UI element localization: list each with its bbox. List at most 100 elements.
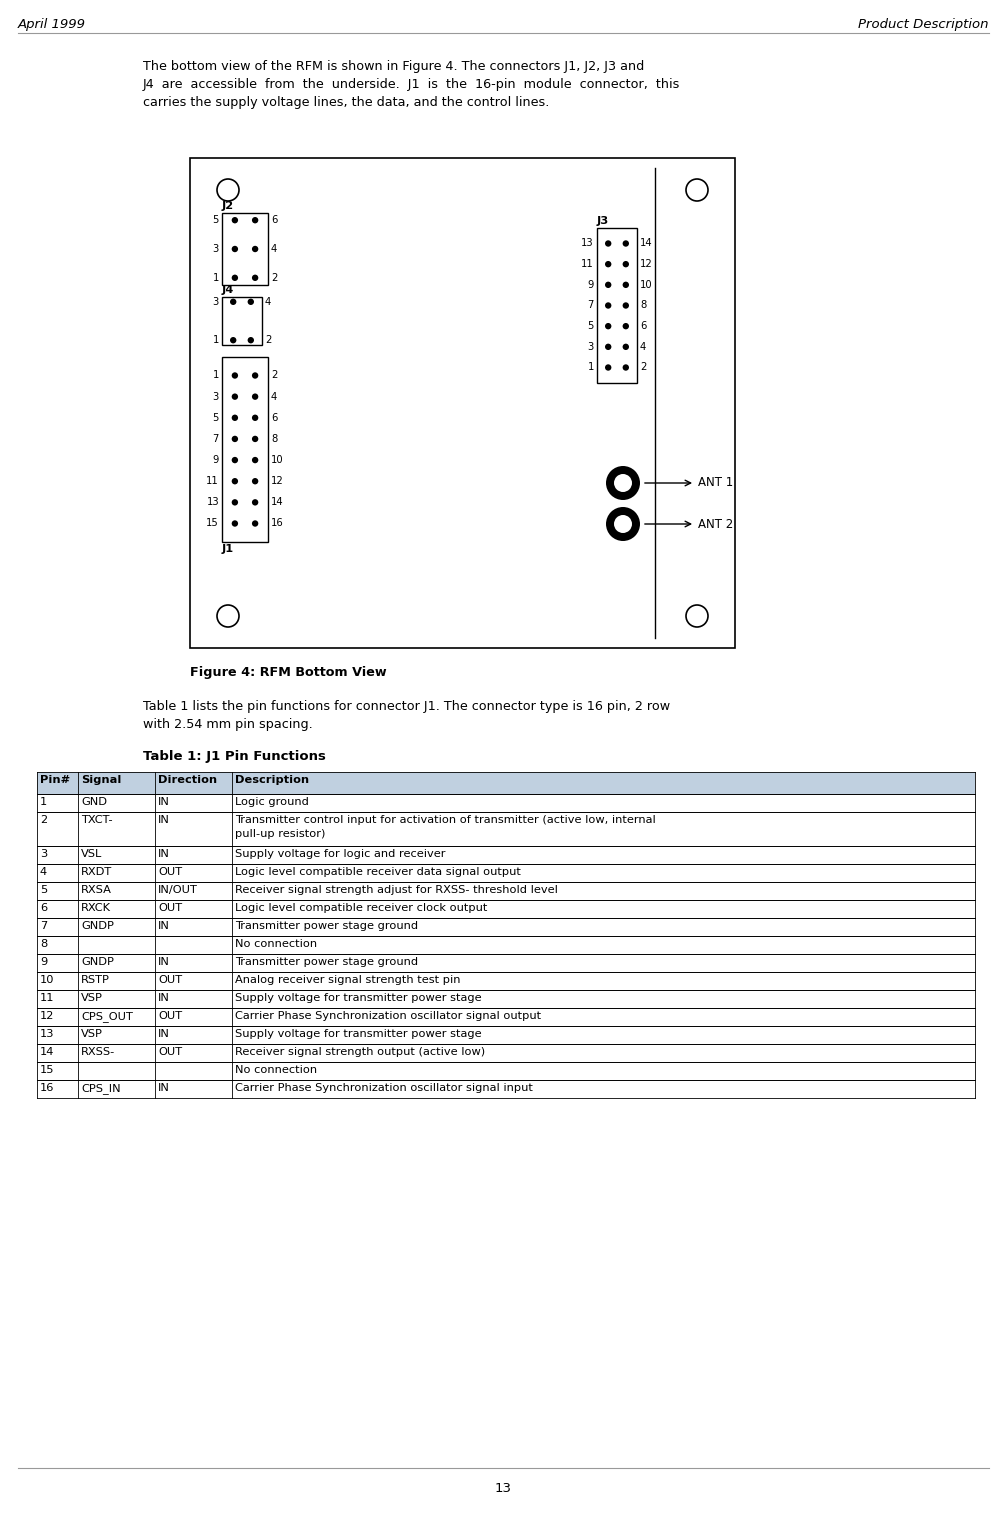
Text: IN: IN <box>158 921 170 932</box>
Text: 10: 10 <box>640 280 653 289</box>
Text: 4: 4 <box>40 867 47 877</box>
Text: Logic level compatible receiver data signal output: Logic level compatible receiver data sig… <box>235 867 521 877</box>
Bar <box>37 794 975 812</box>
Text: Supply voltage for transmitter power stage: Supply voltage for transmitter power sta… <box>235 992 481 1003</box>
Text: 2: 2 <box>265 335 271 345</box>
Text: 7: 7 <box>40 921 47 932</box>
Circle shape <box>252 436 259 442</box>
Circle shape <box>686 179 708 201</box>
Text: 6: 6 <box>640 321 646 332</box>
Circle shape <box>217 604 239 627</box>
Bar <box>37 973 975 989</box>
Text: 7: 7 <box>588 300 594 311</box>
Circle shape <box>252 394 259 400</box>
Text: IN: IN <box>158 1029 170 1039</box>
Text: J1: J1 <box>222 544 234 554</box>
Text: 13: 13 <box>581 238 594 248</box>
Text: OUT: OUT <box>158 1011 182 1021</box>
Circle shape <box>252 415 259 421</box>
Text: 2: 2 <box>271 273 277 283</box>
Bar <box>37 1026 975 1044</box>
Text: 6: 6 <box>271 215 277 226</box>
Text: 3: 3 <box>212 244 219 255</box>
Text: VSP: VSP <box>82 1029 103 1039</box>
Text: 12: 12 <box>40 1011 54 1021</box>
Circle shape <box>252 245 259 251</box>
Text: OUT: OUT <box>158 903 182 914</box>
Bar <box>37 900 975 918</box>
Text: IN: IN <box>158 1083 170 1092</box>
Text: Transmitter control input for activation of transmitter (active low, internal: Transmitter control input for activation… <box>235 815 656 826</box>
Bar <box>37 845 975 864</box>
Circle shape <box>605 261 611 267</box>
Circle shape <box>252 520 259 527</box>
Circle shape <box>232 274 238 280</box>
Text: 5: 5 <box>588 321 594 332</box>
Text: 14: 14 <box>640 238 653 248</box>
Circle shape <box>622 282 629 288</box>
Circle shape <box>252 498 259 506</box>
Text: CPS_IN: CPS_IN <box>82 1083 121 1094</box>
Text: 13: 13 <box>494 1482 512 1495</box>
Circle shape <box>605 303 611 309</box>
Text: Pin#: Pin# <box>40 776 70 785</box>
Circle shape <box>614 474 632 492</box>
Circle shape <box>622 364 629 371</box>
Text: Figure 4: RFM Bottom View: Figure 4: RFM Bottom View <box>190 667 387 679</box>
Text: 9: 9 <box>40 957 47 967</box>
Text: 1: 1 <box>212 273 219 283</box>
Text: 16: 16 <box>271 518 284 529</box>
Text: 10: 10 <box>271 454 284 465</box>
Circle shape <box>232 217 238 223</box>
Text: VSL: VSL <box>82 848 103 859</box>
Text: Supply voltage for logic and receiver: Supply voltage for logic and receiver <box>235 848 446 859</box>
Text: CPS_OUT: CPS_OUT <box>82 1011 133 1023</box>
Bar <box>37 864 975 882</box>
Text: 1: 1 <box>212 335 219 345</box>
Text: Description: Description <box>235 776 309 785</box>
Text: 3: 3 <box>212 297 219 308</box>
Bar <box>37 936 975 954</box>
Circle shape <box>622 261 629 267</box>
Text: 4: 4 <box>265 297 271 308</box>
Text: 11: 11 <box>581 259 594 270</box>
Circle shape <box>622 303 629 309</box>
Text: OUT: OUT <box>158 976 182 985</box>
Text: Product Description: Product Description <box>859 18 989 30</box>
Circle shape <box>605 241 611 247</box>
Text: Receiver signal strength adjust for RXSS- threshold level: Receiver signal strength adjust for RXSS… <box>235 885 558 895</box>
Circle shape <box>252 217 259 223</box>
Circle shape <box>605 323 611 329</box>
Text: Carrier Phase Synchronization oscillator signal input: Carrier Phase Synchronization oscillator… <box>235 1083 533 1092</box>
Text: Analog receiver signal strength test pin: Analog receiver signal strength test pin <box>235 976 460 985</box>
Text: Transmitter power stage ground: Transmitter power stage ground <box>235 921 418 932</box>
Text: Signal: Signal <box>82 776 122 785</box>
Text: 5: 5 <box>212 412 219 423</box>
Circle shape <box>232 479 238 485</box>
Text: pull-up resistor): pull-up resistor) <box>235 829 325 839</box>
Text: ANT 1: ANT 1 <box>698 477 733 489</box>
Text: No connection: No connection <box>235 1065 317 1076</box>
Text: 13: 13 <box>40 1029 54 1039</box>
Circle shape <box>230 298 237 305</box>
Circle shape <box>606 467 640 500</box>
Text: Supply voltage for transmitter power stage: Supply voltage for transmitter power sta… <box>235 1029 481 1039</box>
Circle shape <box>686 604 708 627</box>
Bar <box>37 1080 975 1098</box>
Circle shape <box>622 323 629 329</box>
Text: 2: 2 <box>40 815 47 826</box>
Text: Logic ground: Logic ground <box>235 797 309 807</box>
Text: The bottom view of the RFM is shown in Figure 4. The connectors J1, J2, J3 and: The bottom view of the RFM is shown in F… <box>143 61 644 73</box>
Circle shape <box>232 436 238 442</box>
Text: GNDP: GNDP <box>82 957 114 967</box>
Circle shape <box>248 336 254 344</box>
Circle shape <box>622 241 629 247</box>
Bar <box>222 297 262 345</box>
Text: 7: 7 <box>212 433 219 444</box>
Text: 13: 13 <box>206 497 219 508</box>
Circle shape <box>232 373 238 379</box>
Text: 1: 1 <box>588 362 594 373</box>
Circle shape <box>605 282 611 288</box>
Text: 12: 12 <box>271 476 284 486</box>
Text: J4  are  accessible  from  the  underside.  J1  is  the  16-pin  module  connect: J4 are accessible from the underside. J1… <box>143 77 681 91</box>
